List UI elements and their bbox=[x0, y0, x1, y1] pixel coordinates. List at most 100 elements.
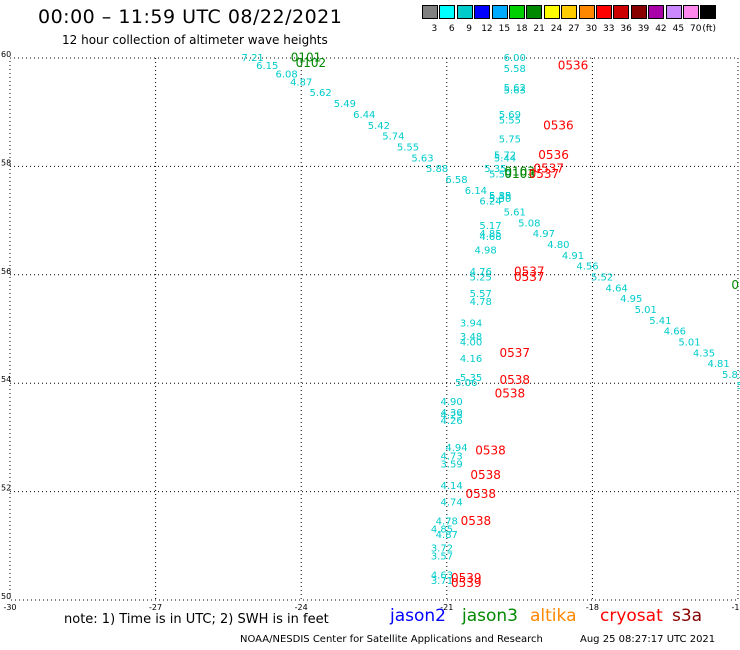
grid-lines bbox=[10, 58, 738, 600]
mission-s3a: s3a bbox=[672, 606, 703, 626]
colorbar-swatch bbox=[474, 5, 491, 19]
swh-value-label: 6.44 bbox=[353, 110, 375, 121]
swh-value-label: 5.17 bbox=[479, 221, 501, 232]
cryosat-time-label: 0538 bbox=[499, 373, 530, 387]
colorbar-swatch bbox=[578, 5, 595, 19]
cryosat-time-label: 0537 bbox=[499, 346, 530, 360]
swh-value-label: 6.08 bbox=[276, 69, 298, 80]
swh-value-label: 4.87 bbox=[436, 530, 458, 541]
axis-tick-labels: -30 -27 -24 -21 -18 -15 50 52 54 56 58 60 bbox=[1, 50, 740, 612]
credit-line: NOAA/NESDIS Center for Satellite Applica… bbox=[240, 634, 543, 645]
plot-frame bbox=[9, 57, 739, 601]
swh-value-label: 3.71 bbox=[431, 576, 453, 587]
swh-value-label: 4.16 bbox=[460, 354, 482, 365]
jason3-time-label: 0103 bbox=[504, 164, 535, 178]
swh-value-label: 5.57 bbox=[470, 289, 492, 300]
colorbar-swatch bbox=[665, 5, 682, 19]
cryosat-time-label: 0539 bbox=[451, 571, 482, 585]
colorbar-label: 70 bbox=[690, 24, 702, 34]
swh-value-label: 4.78 bbox=[470, 297, 492, 308]
x-tick-label: -15 bbox=[731, 603, 740, 612]
colorbar-label: (ft) bbox=[702, 24, 716, 34]
colorbar-label: 33 bbox=[603, 24, 615, 34]
swh-value-label: 3.72 bbox=[431, 544, 453, 555]
chart-subtitle: 12 hour collection of altimeter wave hei… bbox=[62, 33, 328, 47]
cryosat-time-label: 0536 bbox=[543, 118, 574, 132]
swh-value-label: 4.87 bbox=[290, 77, 312, 88]
swh-value-label: 3.48 bbox=[460, 332, 482, 343]
y-tick-label: 56 bbox=[1, 267, 11, 276]
swh-value-label: 5.55 bbox=[397, 142, 419, 153]
swh-value-label: 4.73 bbox=[441, 451, 463, 462]
cryosat-time-label: 0538 bbox=[470, 468, 501, 482]
y-tick-label: 58 bbox=[1, 158, 11, 167]
swh-value-label: 4.80 bbox=[547, 240, 569, 251]
swh-value-label: 5.08 bbox=[737, 381, 740, 392]
swh-value-label: 5.85 bbox=[489, 191, 511, 202]
colorbar-swatch bbox=[561, 5, 578, 19]
swh-value-label: 5.01 bbox=[678, 338, 700, 349]
swh-value-label: 4.76 bbox=[470, 267, 492, 278]
jason3-time-label: 010 bbox=[731, 278, 740, 292]
colorbar-label: 3 bbox=[431, 24, 438, 34]
colorbar-swatch bbox=[700, 5, 717, 19]
jason3-time-label: 0101 bbox=[291, 51, 322, 65]
colorbar-label: 21 bbox=[533, 24, 545, 34]
swh-value-label: 4.63 bbox=[431, 571, 453, 582]
x-tick-label: -27 bbox=[149, 603, 162, 612]
swh-value-label: 5.42 bbox=[368, 121, 390, 132]
colorbar-label: 24 bbox=[550, 24, 563, 34]
colorbar-swatch bbox=[439, 5, 456, 19]
swh-value-label: 5.63 bbox=[411, 153, 433, 164]
swh-value-label: 7.21 bbox=[242, 53, 264, 64]
swh-value-label: 5.52 bbox=[591, 273, 613, 284]
colorbar-label: 45 bbox=[672, 24, 685, 34]
swh-value-label: 5.62 bbox=[504, 83, 526, 94]
swh-value-label: 5.88 bbox=[426, 164, 448, 175]
swh-value-label: 5.58 bbox=[504, 64, 526, 75]
swh-value-label: 5.19 bbox=[489, 191, 511, 202]
swh-value-label: 6.00 bbox=[504, 53, 526, 64]
footer-note: note: 1) Time is in UTC; 2) SWH is in fe… bbox=[64, 612, 329, 627]
x-tick-label: -30 bbox=[3, 603, 16, 612]
swh-value-label: 4.00 bbox=[460, 338, 482, 349]
swh-value-label: 5.35 bbox=[460, 373, 482, 384]
swh-value-label: 5.30 bbox=[489, 194, 511, 205]
colorbar-swatch bbox=[456, 5, 473, 19]
y-tick-label: 52 bbox=[1, 484, 11, 493]
swh-value-label: 3.57 bbox=[431, 552, 453, 563]
swh-value-label: 4.78 bbox=[436, 516, 458, 527]
chart-title: 00:00 – 11:59 UTC 08/22/2021 bbox=[38, 6, 343, 28]
swh-value-label: 4.98 bbox=[474, 245, 496, 256]
swh-value-label: 4.81 bbox=[707, 359, 729, 370]
cryosat-time-label: 0539 bbox=[451, 576, 482, 590]
colorbar-swatch bbox=[596, 5, 612, 19]
swh-value-label: 5.41 bbox=[649, 316, 671, 327]
plot-border bbox=[9, 57, 739, 601]
cryosat-time-label: 0537 bbox=[533, 162, 564, 176]
y-tick-label: 54 bbox=[1, 375, 11, 384]
colorbar-label: 39 bbox=[637, 24, 650, 34]
swh-value-label: 3.94 bbox=[460, 319, 482, 330]
swh-value-label: 5.06 bbox=[455, 378, 477, 389]
colorbar-label: 15 bbox=[498, 24, 511, 34]
colorbar-label: 6 bbox=[448, 24, 455, 34]
colorbar-label: 30 bbox=[585, 24, 598, 34]
cryosat-time-label: 0538 bbox=[461, 514, 492, 528]
swh-value-label: 4.66 bbox=[664, 327, 686, 338]
colorbar-swatch bbox=[630, 5, 647, 19]
y-tick-label: 50 bbox=[1, 592, 11, 601]
swh-value-label: 4.30 bbox=[441, 408, 463, 419]
cryosat-time-label: 0536 bbox=[558, 59, 589, 73]
swh-value-label: 4.56 bbox=[576, 262, 598, 273]
colorbar-swatch bbox=[613, 5, 630, 19]
swh-value-label: 5.63 bbox=[504, 86, 526, 97]
x-tick-label: -18 bbox=[586, 603, 599, 612]
colorbar-swatch bbox=[491, 5, 508, 19]
swh-value-label: 5.75 bbox=[499, 134, 521, 145]
colorbar-swatch bbox=[543, 5, 560, 19]
cryosat-time-label: 0538 bbox=[495, 387, 526, 401]
swh-value-label: 5.35 bbox=[484, 164, 506, 175]
colorbar-swatch bbox=[422, 5, 438, 19]
